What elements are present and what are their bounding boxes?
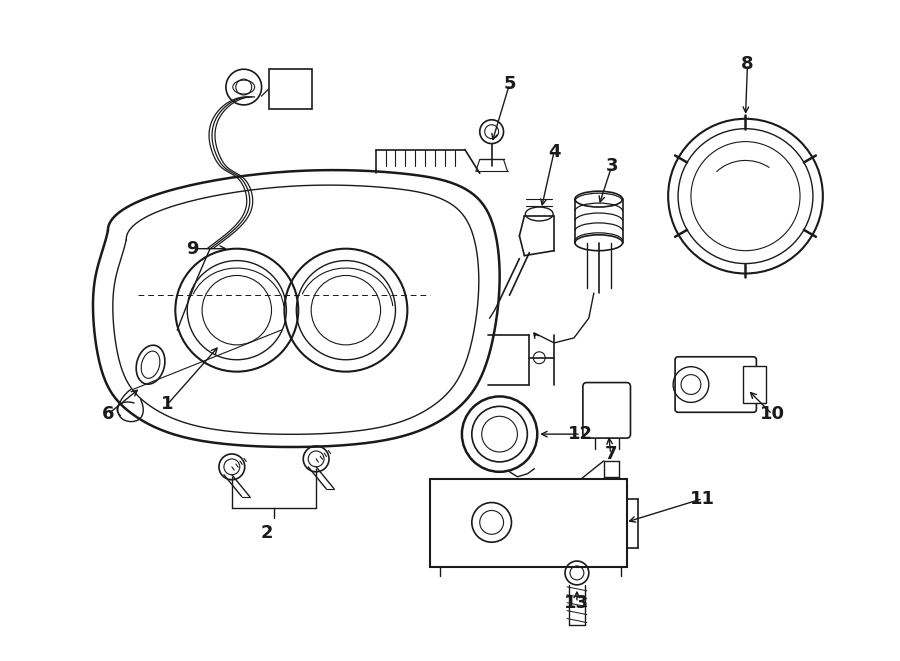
Text: 12: 12 [569,425,593,443]
Text: 13: 13 [564,594,590,611]
Text: 2: 2 [260,524,273,542]
FancyBboxPatch shape [430,479,627,567]
FancyBboxPatch shape [583,383,631,438]
Text: 7: 7 [605,445,617,463]
Text: 8: 8 [742,56,754,73]
FancyBboxPatch shape [268,69,312,109]
Text: 1: 1 [161,395,174,413]
Text: 6: 6 [102,405,114,423]
Text: 5: 5 [503,75,516,93]
FancyBboxPatch shape [675,357,756,412]
Text: 11: 11 [690,490,716,508]
Text: 4: 4 [548,143,561,161]
Text: 9: 9 [186,240,198,258]
Text: 10: 10 [760,405,785,423]
Text: 3: 3 [606,157,618,175]
FancyBboxPatch shape [742,366,766,403]
